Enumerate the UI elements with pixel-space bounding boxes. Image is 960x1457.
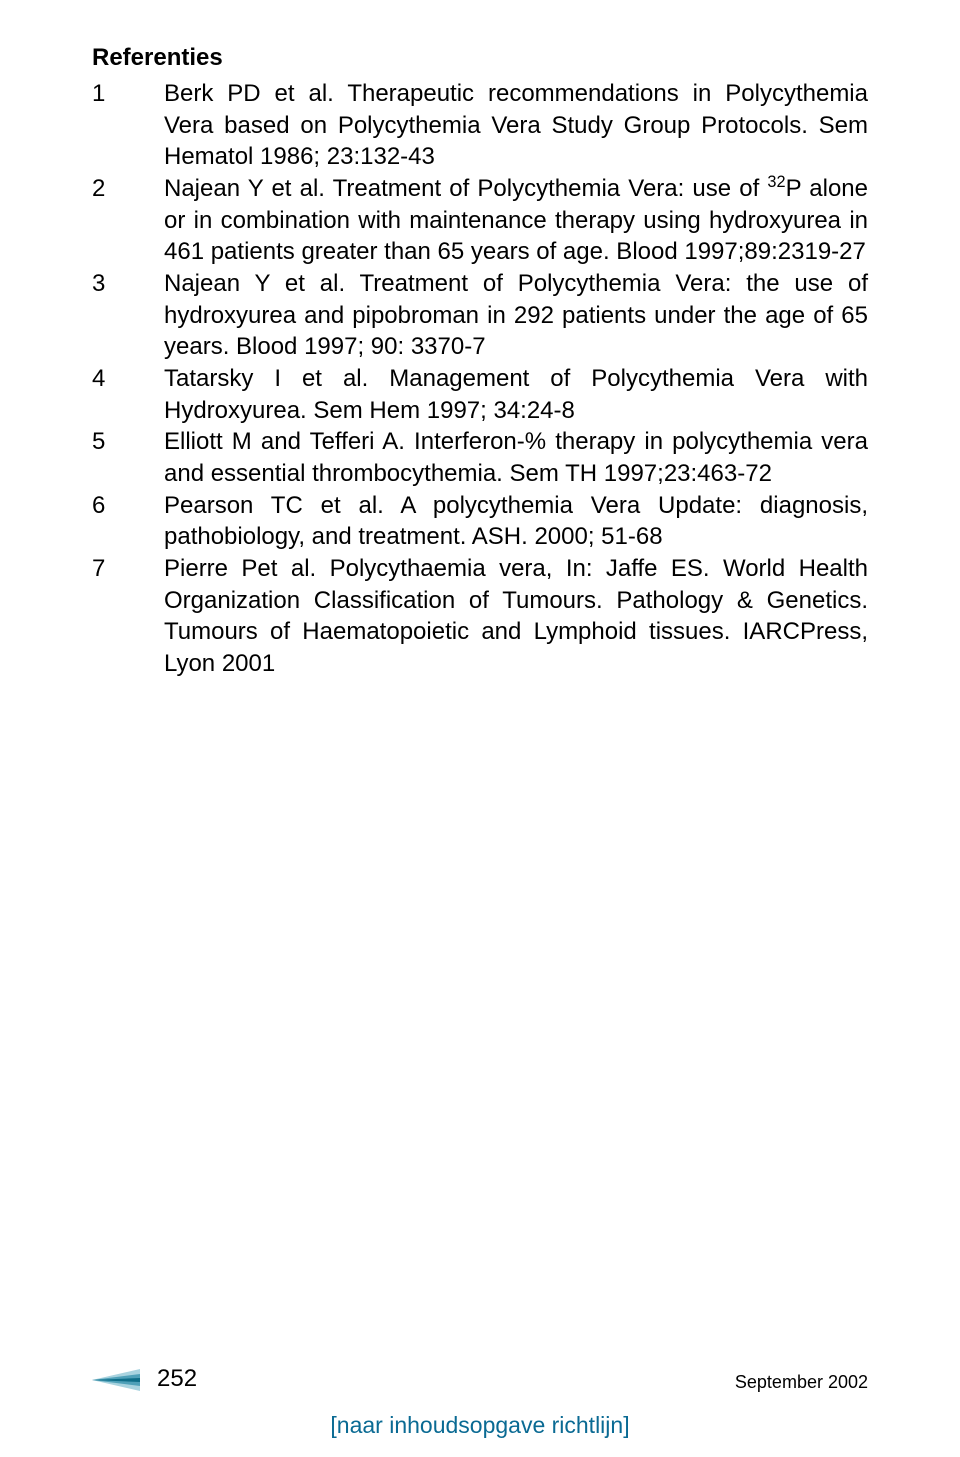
reference-text: Tatarsky I et al. Management of Polycyth… (164, 363, 868, 426)
page-number: 252 (157, 1365, 197, 1393)
reference-text: Pearson TC et al. A polycythemia Vera Up… (164, 490, 868, 553)
reference-item: 4 Tatarsky I et al. Management of Polycy… (92, 363, 868, 426)
references-list: 1 Berk PD et al. Therapeutic recommendat… (92, 78, 868, 680)
reference-number: 6 (92, 490, 164, 522)
section-title: Referenties (92, 44, 868, 72)
reference-number: 1 (92, 78, 164, 110)
reference-item: 5 Elliott M and Tefferi A. Interferon-% … (92, 426, 868, 489)
reference-text-part: Najean Y et al. Treatment of Polycythemi… (164, 175, 767, 202)
page-marker-icon (92, 1369, 140, 1391)
reference-text: Berk PD et al. Therapeutic recommendatio… (164, 78, 868, 173)
reference-number: 3 (92, 268, 164, 300)
page: Referenties 1 Berk PD et al. Therapeutic… (0, 0, 960, 1457)
reference-number: 7 (92, 553, 164, 585)
reference-item: 6 Pearson TC et al. A polycythemia Vera … (92, 490, 868, 553)
footer-date: September 2002 (735, 1372, 868, 1393)
superscript: 32 (767, 173, 785, 191)
reference-item: 3 Najean Y et al. Treatment of Polycythe… (92, 268, 868, 363)
reference-text: Najean Y et al. Treatment of Polycythemi… (164, 173, 868, 268)
reference-number: 4 (92, 363, 164, 395)
reference-item: 7 Pierre Pet al. Polycythaemia vera, In:… (92, 553, 868, 680)
reference-text: Elliott M and Tefferi A. Interferon-% th… (164, 426, 868, 489)
toc-link[interactable]: [naar inhoudsopgave richtlijn] (0, 1412, 960, 1439)
reference-number: 2 (92, 173, 164, 205)
footer-inner: 252 September 2002 (0, 1363, 960, 1393)
reference-number: 5 (92, 426, 164, 458)
reference-item: 1 Berk PD et al. Therapeutic recommendat… (92, 78, 868, 173)
page-footer: 252 September 2002 (0, 1363, 960, 1393)
reference-text: Najean Y et al. Treatment of Polycythemi… (164, 268, 868, 363)
reference-text: Pierre Pet al. Polycythaemia vera, In: J… (164, 553, 868, 680)
reference-item: 2 Najean Y et al. Treatment of Polycythe… (92, 173, 868, 268)
